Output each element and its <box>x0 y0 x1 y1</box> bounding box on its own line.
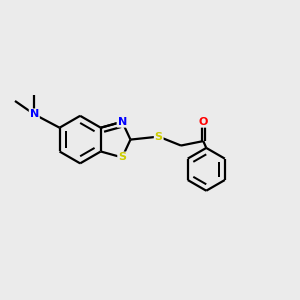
Text: O: O <box>199 117 208 127</box>
Text: N: N <box>118 117 127 127</box>
Text: S: S <box>118 152 126 162</box>
Text: S: S <box>155 132 163 142</box>
Text: N: N <box>30 109 39 119</box>
